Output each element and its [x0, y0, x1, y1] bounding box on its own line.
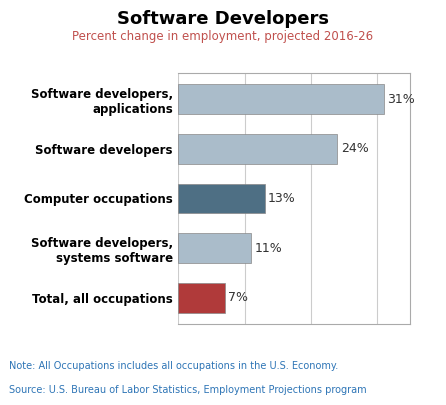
Text: Note: All Occupations includes all occupations in the U.S. Economy.: Note: All Occupations includes all occup…	[9, 360, 338, 371]
Text: 7%: 7%	[228, 291, 248, 304]
Bar	[178, 84, 384, 114]
Text: Software Developers: Software Developers	[117, 10, 329, 28]
Bar	[178, 134, 338, 164]
Text: 11%: 11%	[255, 241, 282, 255]
Text: 31%: 31%	[387, 93, 415, 106]
Bar	[178, 283, 225, 313]
Bar	[178, 183, 264, 213]
Text: 24%: 24%	[341, 142, 368, 156]
Text: Source: U.S. Bureau of Labor Statistics, Employment Projections program: Source: U.S. Bureau of Labor Statistics,…	[9, 385, 367, 395]
Text: 13%: 13%	[268, 192, 296, 205]
Bar	[178, 233, 251, 263]
Text: Percent change in employment, projected 2016-26: Percent change in employment, projected …	[72, 30, 374, 43]
